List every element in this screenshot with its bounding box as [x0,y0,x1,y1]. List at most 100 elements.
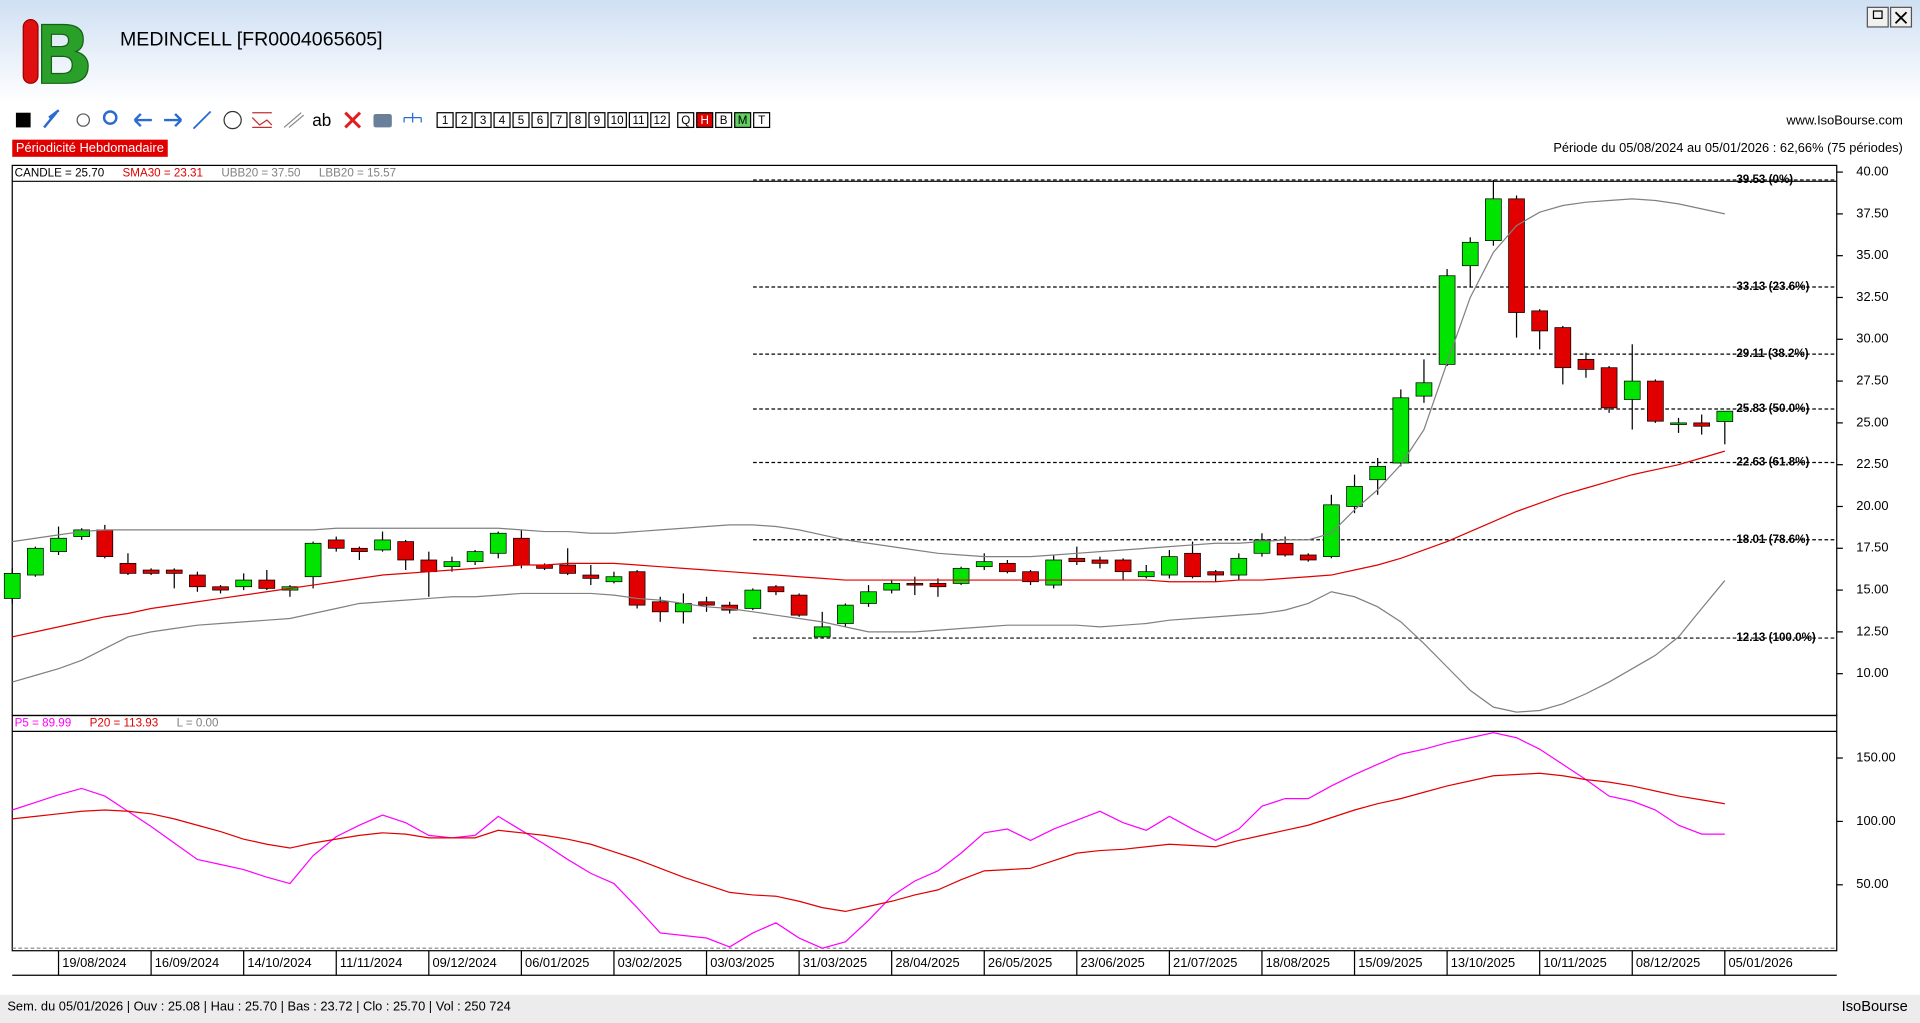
logo-b [41,23,89,84]
period-label[interactable]: 12 [654,114,667,127]
period-button[interactable] [474,112,492,129]
price-panel [11,164,1838,717]
x-tick-label: 06/01/2025 [525,955,589,970]
period-label[interactable]: 3 [480,114,486,127]
candle-body [189,574,206,588]
candle-body [27,547,44,576]
tool-back[interactable] [133,113,152,128]
period-button[interactable] [588,112,606,129]
period-label[interactable]: M [738,114,748,127]
site-link[interactable]: www.IsoBourse.com [1785,113,1902,128]
period-button[interactable] [436,112,454,129]
x-tick-label: 21/07/2025 [1173,955,1237,970]
tool-draw[interactable] [43,109,60,129]
y-tick-label: 40.00 [1856,163,1888,178]
period-button[interactable] [734,112,752,129]
candle-body [374,539,391,551]
fib-label: 29.11 (38.2%) [1736,347,1808,360]
candle-body [513,537,530,566]
candle-body [1045,559,1062,586]
period-label[interactable]: 8 [575,114,581,127]
restore-icon [1872,10,1883,19]
candle-body [1114,559,1132,573]
candle-body [582,574,600,579]
indicator-label: L = 0.00 [177,717,219,730]
candle-body [1161,556,1178,576]
candle-body [651,601,669,613]
candle-body [1623,380,1641,400]
candle-body [860,591,877,604]
tool-channel[interactable] [283,112,305,128]
tool-delete[interactable] [344,111,362,129]
y-tick-label: 35.00 [1856,247,1888,262]
period-button[interactable] [650,112,670,129]
indicator-label: SMA30 = 23.31 [123,166,203,179]
period-button[interactable] [493,112,511,129]
tool-text[interactable]: ab [312,110,331,130]
y-tick-label: 50.00 [1856,876,1888,891]
tool-camera[interactable] [373,113,392,128]
tool-forward[interactable] [164,113,183,128]
period-label[interactable]: T [758,114,765,127]
period-button[interactable] [550,112,568,129]
period-label[interactable]: 6 [537,114,543,127]
period-button[interactable] [455,112,473,129]
x-tick-label: 31/03/2025 [803,955,867,970]
y-tick-label: 27.50 [1856,372,1888,387]
window-buttons[interactable] [1866,6,1913,28]
candle-body [1577,358,1595,370]
period-label[interactable]: 4 [499,114,506,127]
period-button[interactable] [531,112,549,129]
candle-body [559,564,577,574]
period-button[interactable] [569,112,587,129]
period-label[interactable]: 9 [594,114,600,127]
period-button[interactable] [607,112,627,129]
period-label[interactable]: 5 [518,114,524,127]
x-tick-label: 03/03/2025 [710,955,774,970]
restore-button[interactable] [1866,6,1889,28]
period-label[interactable]: H [700,114,708,127]
indicator-line [12,450,1725,638]
tool-color[interactable] [15,112,31,128]
indicator-label: P5 = 89.99 [15,717,72,730]
candle-body [443,561,461,568]
tool-zoom[interactable] [102,110,118,125]
candle-body [1531,310,1549,332]
tool-fibo[interactable] [251,112,273,129]
indicator-line [12,732,1725,949]
tool-tree[interactable] [403,112,422,123]
candle-body [1253,539,1271,554]
candle-body [1438,275,1456,365]
period-button[interactable] [628,112,649,129]
period-label[interactable]: Q [681,114,690,127]
period-label[interactable]: 1 [442,114,448,127]
fib-label: 33.13 (23.6%) [1736,280,1809,293]
period-button[interactable] [696,112,714,129]
candle-body [351,547,368,552]
candle-body [883,583,901,591]
y-tick-label: 17.50 [1856,540,1888,555]
period-label[interactable]: 7 [556,114,562,127]
tool-circle[interactable] [223,110,242,130]
candle-body [1068,557,1086,563]
period-label[interactable]: 2 [461,114,467,127]
period-label[interactable]: 10 [611,114,624,127]
candle-body [744,589,762,609]
title-area [0,0,1920,105]
period-button[interactable] [715,112,733,129]
period-label[interactable]: 11 [633,114,645,127]
candle-body [1184,552,1201,578]
candle-body [906,583,924,586]
candle-body [1693,422,1710,427]
period-label[interactable]: B [720,114,728,127]
status-brand: IsoBourse [1842,999,1908,1015]
candle-body [698,601,715,606]
period-button[interactable] [677,112,695,129]
tool-cross[interactable] [76,113,90,127]
x-tick-label: 10/11/2025 [1543,955,1606,970]
period-button[interactable] [512,112,530,129]
window-title: MEDINCELL [FR0004065605] [120,29,383,51]
period-button[interactable] [753,112,771,129]
tool-line[interactable] [192,110,212,130]
